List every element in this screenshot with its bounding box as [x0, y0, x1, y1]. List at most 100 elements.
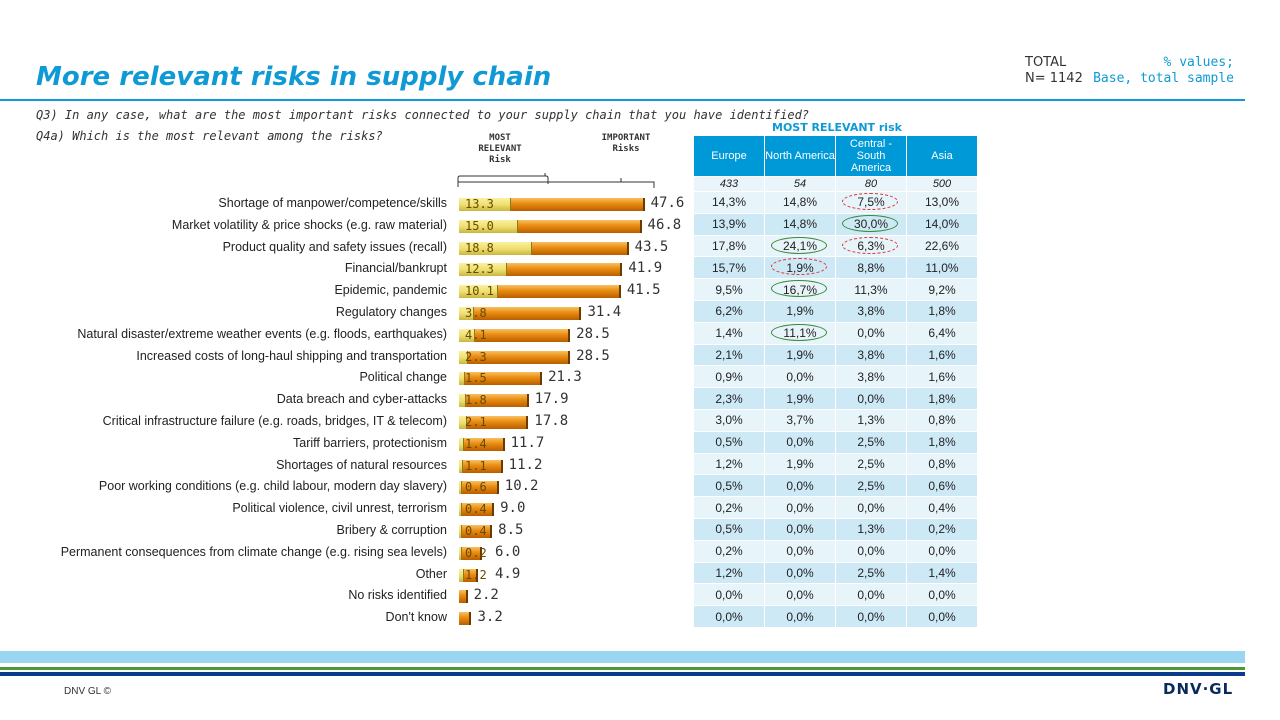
cell-value: 22,6% — [924, 238, 960, 253]
base-note: % values; Base, total sample — [1093, 55, 1234, 87]
table-row: 0,9% 0,0% 3,8% 1,6% — [693, 365, 978, 389]
cell-value: 0,0% — [857, 326, 885, 341]
table-cell: 14,3% — [693, 191, 765, 214]
table-cell: 0,0% — [764, 474, 836, 498]
cell-value: 15,7% — [711, 260, 747, 275]
footer-band — [0, 651, 1245, 663]
table-cell: 0,0% — [764, 605, 836, 628]
column-header: Central - South America — [835, 135, 907, 177]
most-relevant-bar — [459, 285, 499, 299]
table-cell: 0,5% — [693, 430, 765, 454]
important-value: 46.8 — [647, 216, 682, 233]
table-row: 3,0% 3,7% 1,3% 0,8% — [693, 408, 978, 432]
cell-value: 2,5% — [857, 478, 885, 493]
table-cell: 0,0% — [764, 561, 836, 585]
important-bar — [459, 525, 493, 538]
table-row: 0,2% 0,0% 0,0% 0,4% — [693, 496, 978, 519]
most-relevant-value: 2.1 — [465, 415, 487, 429]
table-cell: 30,0% — [835, 212, 907, 236]
table-cell: 24,1% — [764, 234, 836, 258]
category-label: Bribery & corruption — [336, 523, 447, 537]
table-cell: 16,7% — [764, 278, 836, 301]
table-row: 0,2% 0,0% 0,0% 0,0% — [693, 539, 978, 563]
category-label: Epidemic, pandemic — [334, 283, 447, 298]
most-relevant-bar — [459, 459, 464, 473]
table-row: 1,4% 11,1% 0,0% 6,4% — [693, 321, 978, 345]
category-label: Tariff barriers, protectionism — [293, 435, 447, 450]
cell-value: 1,2% — [715, 456, 743, 471]
table-cell: 17,8% — [693, 234, 765, 258]
category-label: Other — [415, 566, 447, 581]
important-bar — [459, 307, 582, 320]
base-n: 433 — [693, 176, 765, 192]
table-cell: 1,9% — [764, 387, 836, 410]
table-row: 15,7% 1,9% 8,8% 11,0% — [693, 256, 978, 280]
table-cell: 3,7% — [764, 408, 836, 432]
base-n: 54 — [764, 176, 836, 192]
cell-value: 0,0% — [786, 435, 814, 450]
most-relevant-value: 0.6 — [465, 480, 487, 495]
table-row: 13,9% 14,8% 30,0% 14,0% — [693, 212, 978, 236]
table-cell: 2,5% — [835, 561, 907, 585]
cell-value: 2,5% — [857, 456, 885, 471]
cell-value: 1,9% — [786, 347, 814, 362]
most-relevant-bar — [459, 350, 468, 364]
important-value: 17.8 — [534, 413, 569, 429]
cell-value: 0,4% — [928, 500, 956, 515]
cell-value: 14,0% — [924, 217, 960, 232]
table-cell: 0,0% — [906, 539, 978, 563]
cell-value: 0,0% — [715, 609, 743, 624]
cell-value: 1,3% — [857, 413, 885, 428]
base-line-1: % values; — [1163, 55, 1234, 70]
table-cell: 0,2% — [693, 539, 765, 563]
column-header: North America — [764, 135, 836, 177]
most-relevant-bar — [459, 198, 511, 211]
legend-brackets — [457, 173, 655, 188]
table-cell: 0,0% — [764, 583, 836, 607]
table-cell: 1,2% — [693, 561, 765, 585]
cell-value: 2,5% — [857, 435, 885, 450]
most-relevant-bar — [459, 307, 474, 320]
important-value: 8.5 — [498, 522, 524, 538]
table-cell: 0,0% — [693, 583, 765, 607]
cell-value: 0,6% — [928, 478, 956, 493]
base-n: 80 — [835, 176, 907, 192]
most-relevant-bar — [459, 503, 462, 517]
table-cell: 0,0% — [906, 583, 978, 607]
table-row: 2,1% 1,9% 3,8% 1,6% — [693, 343, 978, 367]
cell-value: 0,0% — [857, 391, 885, 406]
category-label: Permanent consequences from climate chan… — [60, 544, 447, 559]
important-bar — [459, 285, 621, 299]
important-bar — [459, 394, 529, 408]
cell-value: 9,2% — [928, 282, 956, 297]
most-relevant-value: 1.5 — [465, 371, 487, 386]
low-highlight-circle — [842, 236, 898, 254]
table-cell: 6,2% — [693, 299, 765, 323]
table-cell: 3,8% — [835, 299, 907, 323]
important-value: 17.9 — [534, 391, 569, 408]
table-cell: 14,0% — [906, 212, 978, 236]
page-title: More relevant risks in supply chain — [36, 62, 552, 92]
cell-value: 0,9% — [715, 369, 743, 384]
table-cell: 11,1% — [764, 321, 836, 345]
table-cell: 0,0% — [835, 605, 907, 628]
cell-value: 0,0% — [786, 544, 814, 559]
cell-value: 0,0% — [928, 544, 956, 559]
table-cell: 11,0% — [906, 256, 978, 280]
table-cell: 0,5% — [693, 474, 765, 498]
category-label: Shortages of natural resources — [276, 457, 447, 472]
cell-value: 13,9% — [711, 217, 747, 232]
table-title: MOST RELEVANT risk — [772, 121, 902, 134]
important-value: 2.2 — [473, 587, 499, 604]
most-relevant-value: 4.1 — [465, 327, 487, 342]
cell-value: 0,0% — [928, 609, 956, 624]
most-relevant-value: 13.3 — [465, 197, 494, 211]
cell-value: 11,3% — [854, 282, 888, 297]
table-cell: 1,6% — [906, 343, 978, 367]
table-row: 17,8% 24,1% 6,3% 22,6% — [693, 234, 978, 258]
table-cell: 6,4% — [906, 321, 978, 345]
table-row: 0,0% 0,0% 0,0% 0,0% — [693, 605, 978, 628]
table-cell: 22,6% — [906, 234, 978, 258]
cell-value: 0,8% — [928, 413, 956, 428]
table-row: 0,0% 0,0% 0,0% 0,0% — [693, 583, 978, 607]
